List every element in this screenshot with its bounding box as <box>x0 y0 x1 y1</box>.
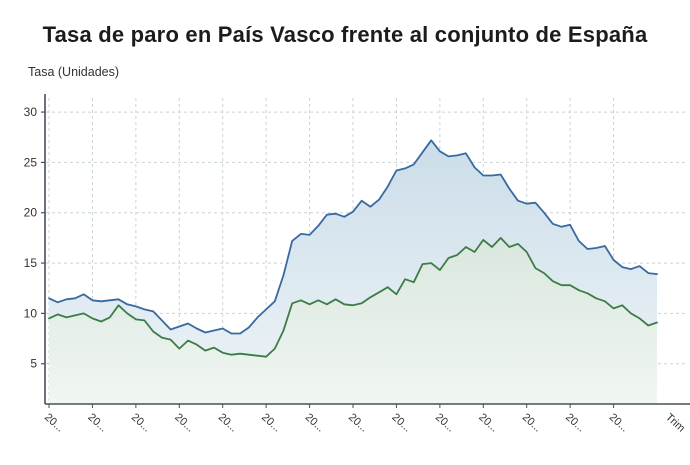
page-title: Tasa de paro en País Vasco frente al con… <box>42 22 648 47</box>
svg-text:25: 25 <box>24 155 38 169</box>
svg-text:10: 10 <box>24 306 38 320</box>
svg-text:20...: 20... <box>346 411 370 432</box>
svg-text:20...: 20... <box>520 411 544 432</box>
svg-text:20...: 20... <box>172 411 196 432</box>
svg-text:20...: 20... <box>42 411 66 432</box>
line-pais-vasco <box>48 236 658 358</box>
x-tick-labels: 20... 20... 20... 20... 20... 20... 20... 20...… <box>42 404 631 432</box>
svg-text:20...: 20... <box>129 411 153 432</box>
svg-text:20...: 20... <box>607 411 631 432</box>
svg-text:30: 30 <box>24 105 38 119</box>
svg-text:20...: 20... <box>433 411 457 432</box>
svg-text:20...: 20... <box>476 411 500 432</box>
line-espana <box>48 139 658 335</box>
svg-text:15: 15 <box>24 256 38 270</box>
svg-text:20...: 20... <box>389 411 413 432</box>
svg-text:20...: 20... <box>563 411 587 432</box>
svg-text:20: 20 <box>24 206 38 220</box>
chart-page: Tasa de paro en País Vasco frente al con… <box>24 22 690 432</box>
svg-text:20...: 20... <box>85 411 109 432</box>
area-pais-vasco <box>49 237 657 404</box>
svg-text:20...: 20... <box>259 411 283 432</box>
svg-text:20...: 20... <box>303 411 327 432</box>
svg-text:20...: 20... <box>216 411 240 432</box>
y-axis-title: Tasa (Unidades) <box>28 65 120 79</box>
y-tick-labels: 5 10 15 20 25 30 <box>24 105 45 371</box>
svg-text:5: 5 <box>30 357 37 371</box>
x-axis-label: Trim... <box>663 411 690 432</box>
